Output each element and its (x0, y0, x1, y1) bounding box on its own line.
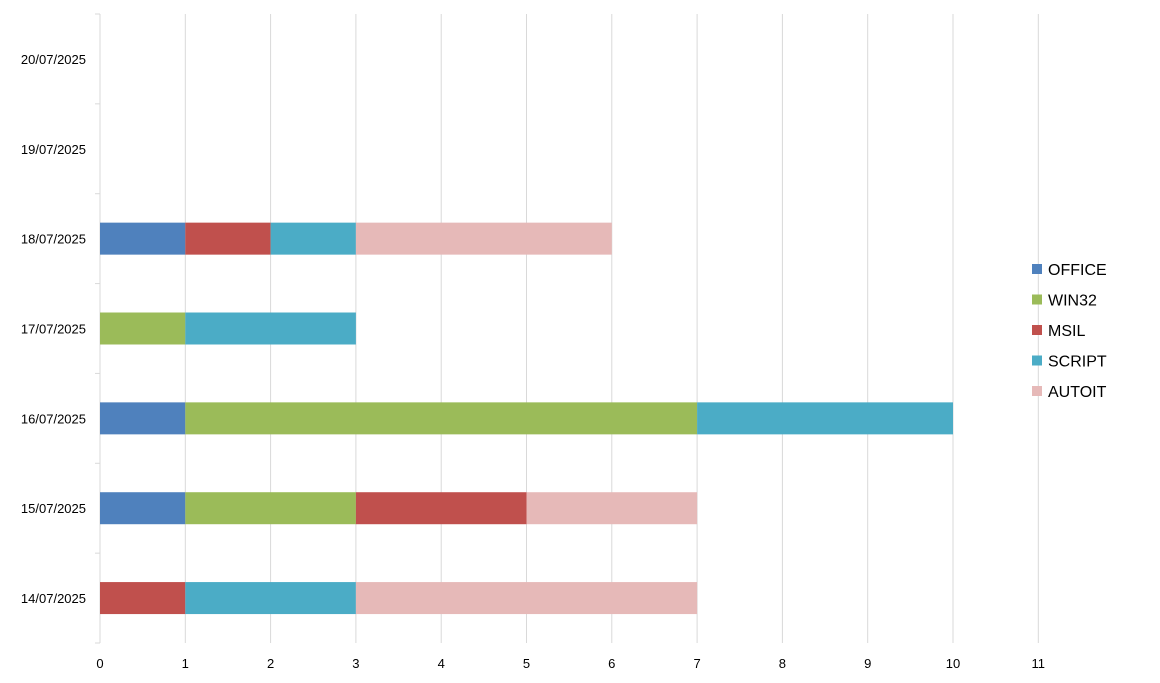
bar-segment-win32 (185, 492, 356, 524)
bar-segment-script (271, 223, 356, 255)
x-tick-label: 8 (779, 656, 786, 671)
legend-label-office: OFFICE (1048, 262, 1107, 279)
x-tick-label: 2 (267, 656, 274, 671)
bar-segment-msil (100, 582, 185, 614)
y-tick-labels: 14/07/2025 15/07/2025 16/07/2025 17/07/2025… (21, 52, 86, 606)
legend-label-autoit: AUTOIT (1048, 384, 1107, 401)
x-tick-label: 7 (693, 656, 700, 671)
bar-segment-office (100, 223, 185, 255)
y-tick-label: 18/07/2025 (21, 232, 86, 247)
legend-label-win32: WIN32 (1048, 293, 1097, 310)
bar-segment-office (100, 492, 185, 524)
legend-label-script: SCRIPT (1048, 354, 1107, 371)
legend: OFFICE WIN32 MSIL SCRIPT AUTOIT (1032, 262, 1107, 401)
y-tick-label: 19/07/2025 (21, 142, 86, 157)
x-tick-label: 5 (523, 656, 530, 671)
bar-segment-win32 (185, 402, 697, 434)
x-tick-label: 10 (946, 656, 960, 671)
y-tick-label: 17/07/2025 (21, 322, 86, 337)
legend-swatch-win32 (1032, 295, 1042, 305)
bar-segment-autoit (356, 582, 697, 614)
bar-segment-win32 (100, 313, 185, 345)
y-tick-label: 16/07/2025 (21, 411, 86, 426)
bar-segment-script (185, 582, 356, 614)
bar-segment-script (185, 313, 356, 345)
bar-segment-script (697, 402, 953, 434)
bar-segment-autoit (527, 492, 698, 524)
legend-label-msil: MSIL (1048, 323, 1085, 340)
y-tick-label: 20/07/2025 (21, 52, 86, 67)
x-tick-label: 9 (864, 656, 871, 671)
x-tick-label: 11 (1032, 656, 1046, 671)
y-tick-label: 15/07/2025 (21, 501, 86, 516)
bar-segment-office (100, 402, 185, 434)
legend-swatch-office (1032, 264, 1042, 274)
legend-swatch-msil (1032, 325, 1042, 335)
legend-swatch-autoit (1032, 386, 1042, 396)
bar-segment-msil (185, 223, 270, 255)
y-tick-label: 14/07/2025 (21, 591, 86, 606)
bar-segment-autoit (356, 223, 612, 255)
bar-segment-msil (356, 492, 527, 524)
x-tick-label: 6 (608, 656, 615, 671)
x-tick-label: 4 (438, 656, 445, 671)
x-tick-label: 1 (182, 656, 189, 671)
legend-swatch-script (1032, 356, 1042, 366)
x-tick-label: 0 (96, 656, 103, 671)
x-tick-label: 3 (352, 656, 359, 671)
y-axis (95, 14, 100, 643)
x-tick-labels: 0 1 2 3 4 5 6 7 8 9 10 11 (96, 656, 1045, 671)
